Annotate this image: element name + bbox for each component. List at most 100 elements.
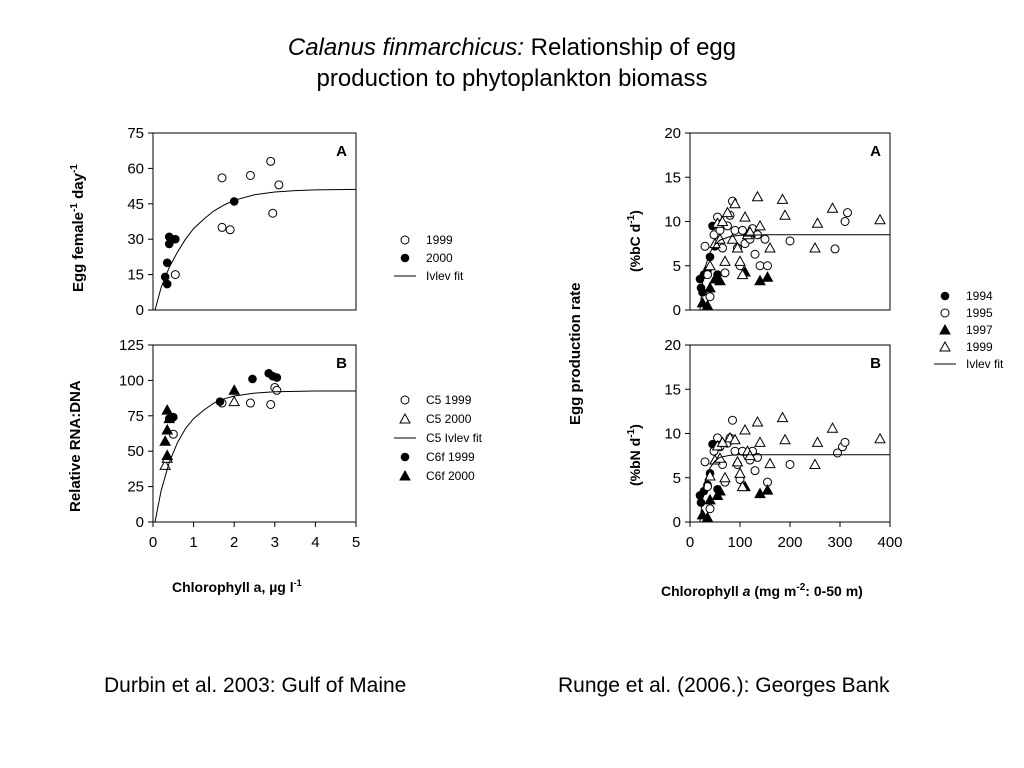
data-point: [700, 457, 710, 467]
y-tick-label: 5: [673, 470, 681, 487]
y-tick-label: 15: [127, 267, 144, 284]
y-tick-label: 0: [136, 514, 144, 531]
data-point: [700, 241, 710, 251]
legend-label: C5 2000: [426, 412, 472, 426]
data-point: [714, 274, 726, 286]
y-tick-label: 75: [127, 125, 144, 142]
data-point: [170, 270, 180, 280]
data-point: [809, 458, 821, 469]
x-tick-label: 3: [271, 534, 279, 551]
legend: C5 1999 C5 2000 C5 Ivlev fit C6f 1999 C6f 20…: [394, 393, 483, 483]
y-tick-label: 25: [127, 479, 144, 496]
data-point: [755, 261, 765, 271]
data-point: [730, 446, 740, 456]
data-point: [161, 404, 174, 415]
x-tick-label: 300: [827, 534, 852, 551]
legend-label: C5 1999: [426, 393, 472, 407]
data-point: [761, 484, 774, 495]
y-tick-label: 50: [127, 443, 144, 460]
data-point: [719, 255, 731, 266]
fit-curve: [699, 234, 890, 310]
series-1999: [704, 190, 886, 280]
y-tick-label: 75: [127, 408, 144, 425]
legend-marker: [400, 253, 410, 263]
x-tick-label: 100: [727, 534, 752, 551]
data-point: [714, 484, 726, 496]
y-tick-label: 30: [127, 231, 144, 248]
data-point: [809, 242, 821, 253]
data-point: [225, 225, 235, 235]
left-chart-labels: Egg female-1 day-1 Relative RNA:DNA Chlo…: [67, 164, 302, 595]
legend-marker: [400, 235, 410, 245]
data-point: [171, 234, 180, 244]
legend-marker: [400, 452, 410, 462]
data-point: [776, 193, 789, 204]
data-point: [245, 398, 255, 408]
data-point: [764, 457, 776, 469]
data-point: [840, 437, 850, 447]
data-point: [716, 215, 729, 226]
data-point: [217, 173, 227, 183]
data-point: [228, 384, 241, 395]
right-chart-labels: Egg production rate (%bC d-1) (%bN d-1) …: [567, 210, 863, 599]
data-point: [164, 239, 174, 249]
legend-label: 1995: [966, 306, 993, 320]
x-tick-label: 0: [149, 534, 157, 551]
x-tick-label: 0: [686, 534, 694, 551]
data-point: [709, 230, 719, 240]
data-point: [760, 234, 770, 244]
data-point: [843, 208, 852, 218]
data-point: [826, 422, 839, 433]
legend-label: 1994: [966, 289, 993, 303]
y-tick-label: 60: [127, 160, 144, 177]
legend-marker: [940, 308, 950, 318]
legend-label: C5 Ivlev fit: [426, 431, 483, 445]
y-tick-label: 100: [119, 372, 144, 389]
data-point: [266, 399, 276, 409]
data-point: [162, 258, 172, 268]
y-tick-label: 15: [664, 381, 681, 398]
data-point: [721, 206, 734, 218]
data-point: [272, 385, 282, 395]
legend-label: Ivlev fit: [426, 269, 464, 283]
data-point: [830, 244, 840, 254]
data-point: [162, 279, 172, 289]
data-point: [704, 259, 716, 271]
right-xlabel: Chlorophyll a (mg m-2: 0-50 m): [661, 582, 863, 599]
left-b-ylabel: Relative RNA:DNA: [67, 380, 84, 512]
data-point: [734, 255, 746, 266]
series-c6f-1999: [164, 369, 282, 423]
legend-label: C6f 2000: [426, 469, 475, 483]
data-point: [751, 190, 764, 202]
y-tick-label: 10: [664, 214, 681, 231]
data-point: [703, 482, 712, 492]
data-point: [779, 433, 791, 445]
data-point: [228, 395, 241, 407]
data-point: [840, 217, 850, 226]
data-point: [726, 233, 739, 244]
data-point: [719, 471, 731, 483]
legend-marker: [399, 412, 411, 424]
legend-label: 2000: [426, 251, 453, 265]
chart-panel-2: 0 25 50 75 100 125 0 1 2 3 4 5 B C5 1999 C5 2000 C5 Ivl…: [119, 337, 483, 551]
y-tick-label: 10: [664, 426, 681, 443]
chart-panel-1: 0 15 30 45 60 75 A 1999 2000 Ivlev fit: [127, 125, 464, 319]
title-species: Calanus finmarchicus:: [287, 34, 524, 61]
data-point: [215, 397, 225, 406]
data-point: [268, 208, 278, 218]
data-point: [736, 480, 749, 492]
legend-marker: [940, 291, 950, 301]
data-point: [761, 271, 774, 282]
legend-marker: [399, 469, 411, 481]
data-point: [738, 225, 747, 235]
right-shared-ylabel: Egg production rate: [567, 283, 584, 426]
data-point: [779, 209, 791, 220]
y-tick-label: 0: [673, 302, 681, 319]
data-point: [728, 415, 737, 425]
y-tick-label: 20: [664, 125, 681, 142]
data-point: [705, 504, 715, 514]
data-point: [751, 415, 764, 427]
data-point: [763, 261, 772, 271]
